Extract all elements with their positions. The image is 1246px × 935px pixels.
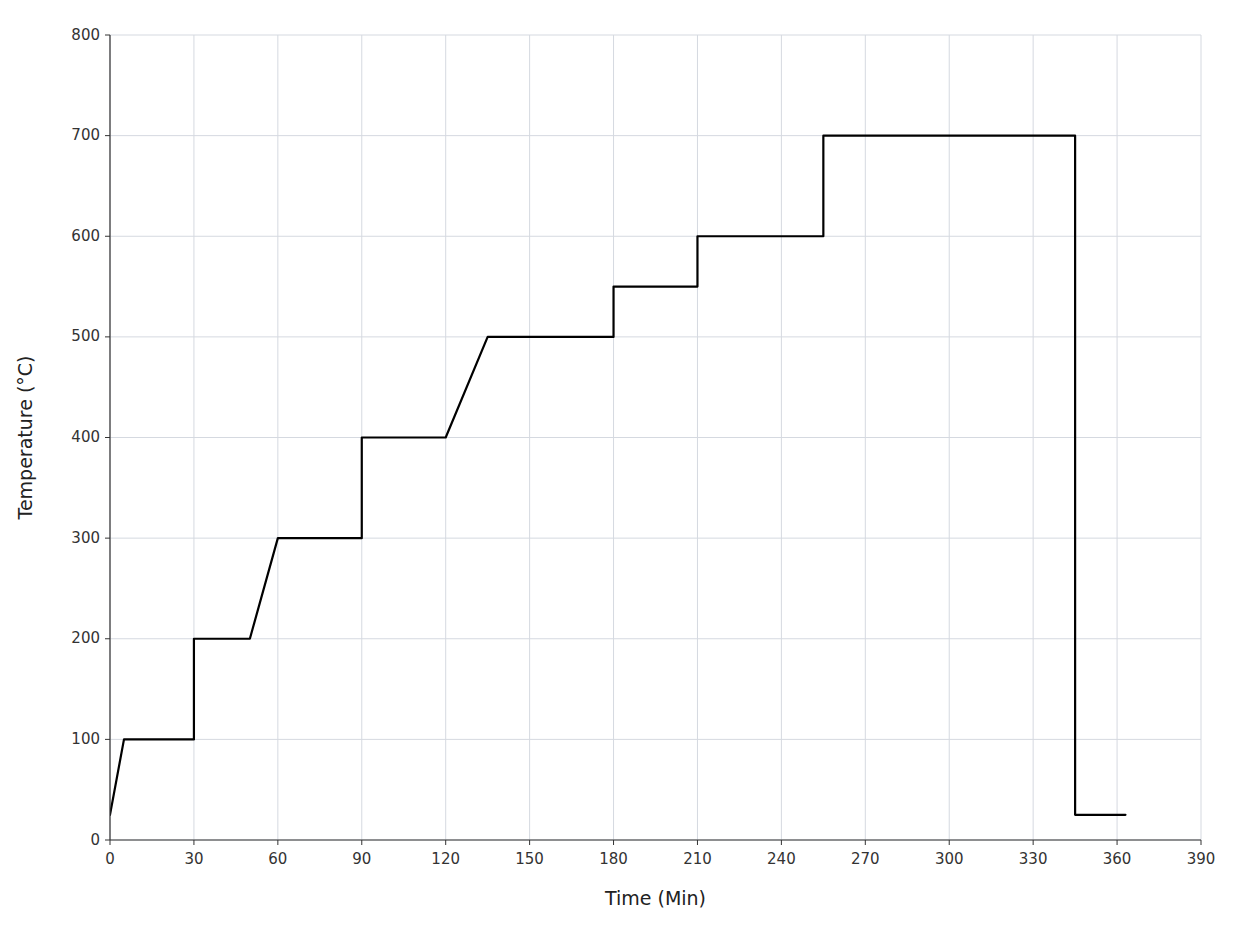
x-tick-label: 120 [431, 850, 460, 868]
x-tick-label: 210 [683, 850, 712, 868]
y-grid-line [110, 739, 1201, 740]
y-grid-line [110, 638, 1201, 639]
x-axis-label: Time (Min) [604, 887, 706, 909]
x-tick [445, 840, 446, 845]
x-tick [697, 840, 698, 845]
y-tick-label: 200 [71, 629, 100, 647]
x-tick [1117, 840, 1118, 845]
y-tick [105, 840, 110, 841]
chart: 0 30 60 90 120 150 180 210 240 270 300 330 360 390 0 10… [0, 0, 1246, 935]
y-axis-label: Temperature (°C) [14, 356, 36, 521]
y-tick [105, 236, 110, 237]
y-grid-line [110, 437, 1201, 438]
x-tick [613, 840, 614, 845]
y-grid-line [110, 840, 1201, 841]
x-tick [949, 840, 950, 845]
x-tick [277, 840, 278, 845]
x-tick-label: 270 [851, 850, 880, 868]
y-tick [105, 336, 110, 337]
x-tick-label: 0 [105, 850, 115, 868]
y-tick-label: 800 [71, 26, 100, 44]
grid [110, 35, 1201, 840]
x-tick-label: 60 [268, 850, 287, 868]
x-tick-label: 90 [352, 850, 371, 868]
x-tick [361, 840, 362, 845]
y-tick-label: 100 [71, 730, 100, 748]
y-tick-label: 700 [71, 126, 100, 144]
y-tick-label: 600 [71, 227, 100, 245]
x-tick [865, 840, 866, 845]
y-tick [105, 437, 110, 438]
y-grid-line [110, 336, 1201, 337]
y-tick [105, 739, 110, 740]
y-tick [105, 135, 110, 136]
y-tick [105, 538, 110, 539]
y-grid-line [110, 538, 1201, 539]
y-tick-label: 300 [71, 529, 100, 547]
y-tick [105, 35, 110, 36]
x-tick [781, 840, 782, 845]
plot-area [110, 136, 1125, 815]
y-grid-line [110, 236, 1201, 237]
y-tick-label: 400 [71, 428, 100, 446]
x-tick [529, 840, 530, 845]
x-axis-line [110, 839, 1201, 840]
x-tick-label: 390 [1187, 850, 1216, 868]
y-tick-label: 0 [90, 831, 100, 849]
x-tick-label: 300 [935, 850, 964, 868]
x-tick-label: 330 [1019, 850, 1048, 868]
x-tick [1033, 840, 1034, 845]
data-line [110, 136, 1125, 815]
x-tick [1201, 840, 1202, 845]
x-tick-label: 240 [767, 850, 796, 868]
y-tick [105, 638, 110, 639]
x-tick-label: 360 [1103, 850, 1132, 868]
x-tick [193, 840, 194, 845]
x-tick [110, 840, 111, 845]
x-tick-label: 180 [599, 850, 628, 868]
x-tick-label: 30 [184, 850, 203, 868]
x-tick-label: 150 [515, 850, 544, 868]
y-tick-label: 500 [71, 327, 100, 345]
axes: 0 30 60 90 120 150 180 210 240 270 300 330 360 390 0 10… [71, 26, 1215, 869]
y-grid-line [110, 35, 1201, 36]
